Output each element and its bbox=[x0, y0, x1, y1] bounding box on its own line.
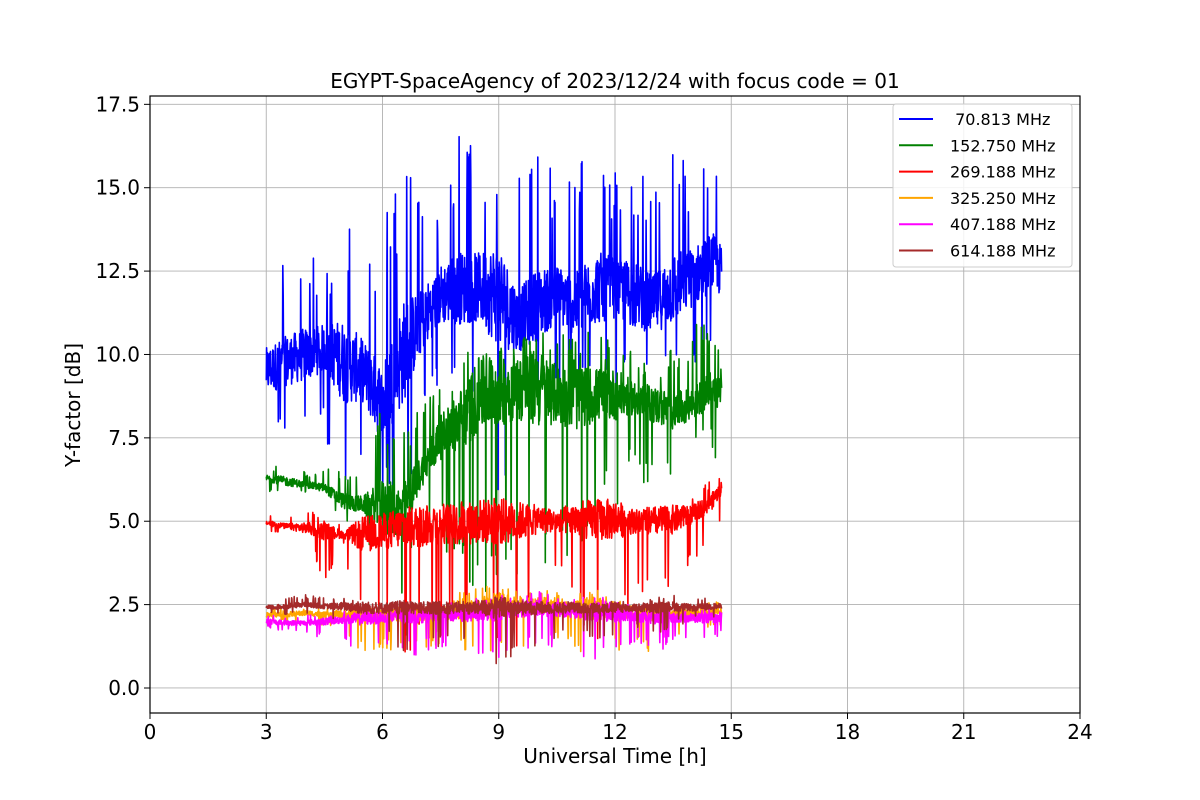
x-tick-label: 18 bbox=[835, 720, 860, 744]
legend-label: 269.188 MHz bbox=[950, 163, 1055, 182]
y-tick-label: 10.0 bbox=[95, 342, 140, 366]
series-line-2 bbox=[265, 477, 723, 653]
chart-title: EGYPT-SpaceAgency of 2023/12/24 with foc… bbox=[330, 69, 899, 93]
y-tick-label: 0.0 bbox=[108, 676, 140, 700]
legend-label: 614.188 MHz bbox=[950, 242, 1055, 261]
legend-label: 407.188 MHz bbox=[950, 215, 1055, 234]
y-axis-label: Y-factor [dB] bbox=[61, 343, 85, 468]
series-line-5 bbox=[265, 593, 723, 665]
y-tick-label: 15.0 bbox=[95, 176, 140, 200]
x-tick-label: 6 bbox=[376, 720, 389, 744]
y-tick-label: 7.5 bbox=[108, 426, 140, 450]
x-axis-label: Universal Time [h] bbox=[523, 744, 706, 768]
series-line-1 bbox=[265, 323, 723, 594]
legend-box bbox=[892, 103, 1073, 268]
legend-label: 70.813 MHz bbox=[950, 110, 1050, 129]
x-tick-label: 3 bbox=[260, 720, 273, 744]
x-tick-label: 12 bbox=[602, 720, 627, 744]
x-tick-label: 0 bbox=[144, 720, 157, 744]
x-tick-label: 9 bbox=[492, 720, 505, 744]
series-lines bbox=[265, 135, 723, 665]
series-line-0 bbox=[265, 135, 723, 516]
y-tick-label: 2.5 bbox=[108, 593, 140, 617]
legend: 70.813 MHz 152.750 MHz 269.188 MHz 325.250 … bbox=[892, 103, 1073, 268]
x-axis-ticks: 0 3 6 9 12 15 18 21 24 bbox=[144, 713, 1093, 744]
y-tick-label: 5.0 bbox=[108, 509, 140, 533]
y-tick-label: 17.5 bbox=[95, 92, 140, 116]
y-axis-ticks: 0.0 2.5 5.0 7.5 10.0 12.5 15.0 17.5 bbox=[95, 92, 150, 700]
legend-label: 325.250 MHz bbox=[950, 189, 1055, 208]
x-tick-label: 15 bbox=[719, 720, 744, 744]
y-tick-label: 12.5 bbox=[95, 259, 140, 283]
x-tick-label: 24 bbox=[1067, 720, 1092, 744]
series-line-3 bbox=[265, 585, 723, 653]
x-tick-label: 21 bbox=[951, 720, 976, 744]
legend-label: 152.750 MHz bbox=[950, 136, 1055, 155]
